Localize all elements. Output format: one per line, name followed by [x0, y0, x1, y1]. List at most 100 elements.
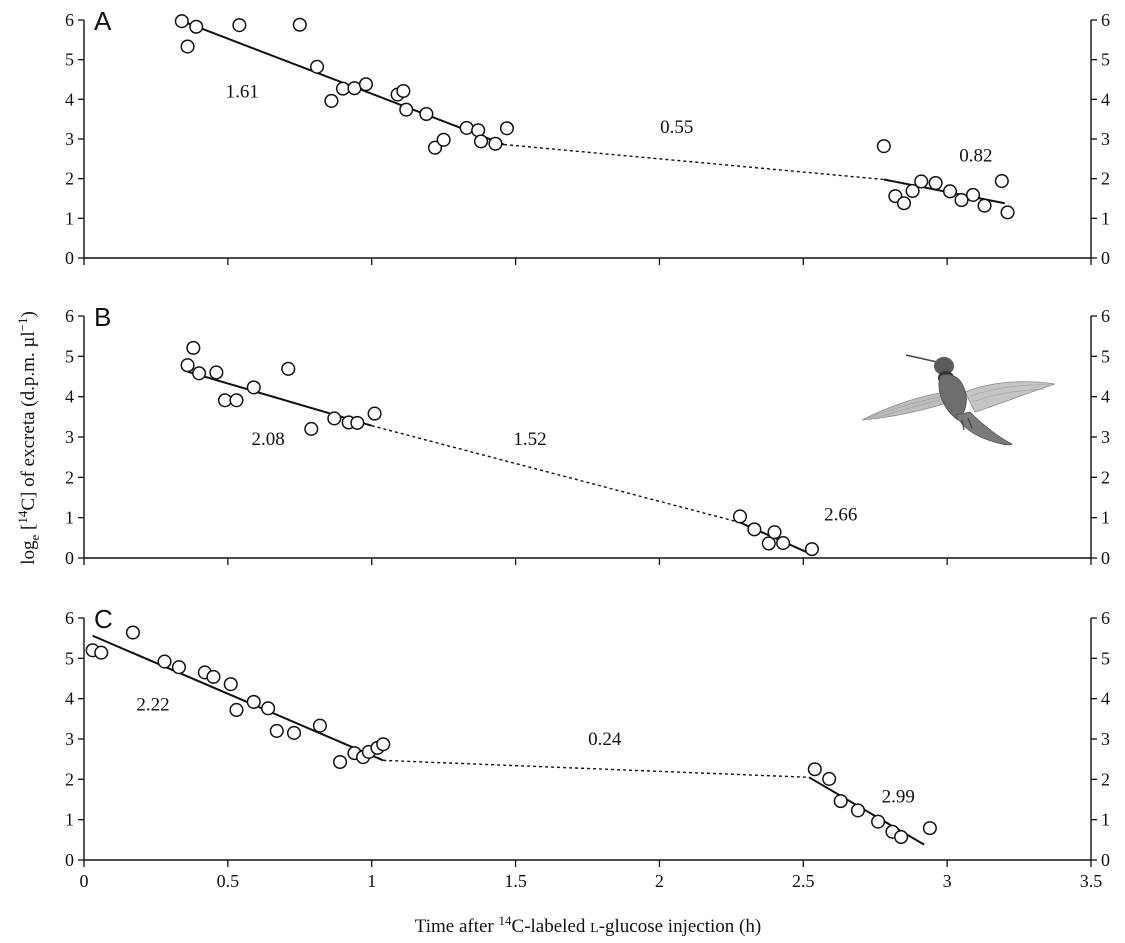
x-tick-label: 2: [655, 871, 664, 891]
data-point: [942, 184, 958, 199]
data-point: [286, 725, 302, 741]
panels-layer: 0 01 12 23 34 45 56 6A1.610.550.820 01 12 23 34 45 56…: [65, 6, 1110, 891]
y-tick-label-left: 5: [65, 50, 74, 70]
data-point: [376, 737, 391, 752]
y-tick-label-right: 0: [1101, 548, 1110, 568]
y-tick-label-left: 6: [65, 608, 74, 628]
data-point: [206, 669, 221, 684]
y-tick-label-left: 4: [65, 89, 74, 109]
data-point: [747, 522, 762, 537]
y-tick-label-left: 6: [65, 10, 74, 30]
data-point: [732, 509, 748, 524]
y-tick-label-left: 0: [65, 248, 74, 268]
data-point: [347, 81, 362, 96]
data-point: [473, 134, 489, 149]
data-point: [335, 81, 350, 96]
data-point: [876, 139, 891, 154]
panel-label: A: [94, 6, 112, 36]
y-tick-label-right: 1: [1101, 508, 1110, 528]
data-point: [459, 120, 474, 135]
slope-annotation: 2.99: [882, 786, 915, 807]
panel-a: 0 01 12 23 34 45 56 6A1.610.550.82: [65, 6, 1110, 268]
hummingbird-body: [938, 374, 967, 421]
y-tick-label-right: 1: [1101, 208, 1110, 228]
data-point: [304, 421, 319, 436]
y-tick-label-right: 2: [1101, 769, 1110, 789]
data-point: [292, 17, 307, 32]
hummingbird-left-wing-feathers: [867, 395, 947, 420]
data-point: [399, 102, 414, 117]
y-tick-label-right: 0: [1101, 248, 1110, 268]
y-tick-label-right: 5: [1101, 648, 1110, 668]
data-point: [157, 654, 172, 669]
data-point: [427, 140, 443, 155]
y-tick-label-left: 1: [65, 810, 74, 830]
slope-annotation: 2.08: [252, 429, 285, 450]
y-tick-label-right: 3: [1101, 729, 1110, 749]
data-point: [171, 660, 186, 675]
hummingbird-illustration: [861, 354, 1056, 446]
data-point: [269, 723, 284, 738]
y-tick-label-left: 1: [65, 508, 74, 528]
data-point: [180, 358, 195, 373]
y-tick-label-right: 3: [1101, 129, 1110, 149]
y-tick-label-right: 1: [1101, 810, 1110, 830]
data-point: [229, 393, 244, 408]
hummingbird-right-wing-feathers: [969, 384, 1051, 403]
data-point: [761, 536, 776, 551]
y-tick-label-right: 4: [1101, 387, 1110, 407]
slope-annotation: 2.22: [136, 695, 169, 716]
data-point: [488, 136, 503, 151]
data-point: [994, 173, 1009, 189]
slope-annotation: 1.61: [226, 81, 259, 102]
fit-line-dotted: [371, 425, 741, 524]
y-tick-label-left: 4: [65, 387, 74, 407]
data-point: [914, 174, 929, 189]
data-point: [125, 625, 140, 640]
data-point: [229, 702, 244, 718]
y-tick-label-left: 6: [65, 306, 74, 326]
data-point: [871, 814, 886, 829]
data-point: [804, 542, 819, 557]
data-point: [281, 361, 296, 376]
data-point: [192, 366, 207, 381]
slope-annotation: 1.52: [513, 429, 546, 450]
panel-label: C: [94, 604, 113, 634]
y-tick-label-right: 0: [1101, 850, 1110, 870]
data-point: [767, 525, 782, 540]
data-point: [333, 754, 348, 770]
y-tick-label-right: 5: [1101, 50, 1110, 70]
panel-label: B: [94, 302, 111, 332]
hummingbird-feet: [961, 417, 973, 431]
data-point: [94, 645, 109, 660]
hummingbird-left-wing: [861, 391, 951, 421]
y-tick-label-right: 5: [1101, 346, 1110, 366]
y-tick-label-left: 0: [65, 850, 74, 870]
slope-annotation: 0.24: [588, 729, 622, 750]
data-point: [922, 821, 937, 836]
data-point: [419, 106, 434, 122]
y-tick-label-left: 3: [65, 427, 74, 447]
data-point: [776, 536, 791, 551]
y-axis-label: loge [14C] of excreta (d.p.m. µl−1): [15, 311, 42, 565]
y-tick-label-right: 6: [1101, 10, 1110, 30]
y-tick-label-left: 4: [65, 689, 74, 709]
slope-annotation: 0.55: [660, 117, 693, 138]
data-point: [327, 411, 342, 426]
x-tick-label: 3.5: [1080, 871, 1103, 891]
data-point: [217, 393, 233, 408]
data-point: [396, 83, 411, 99]
y-tick-label-right: 2: [1101, 467, 1110, 487]
hummingbird-right-wing: [964, 381, 1056, 413]
y-tick-label-right: 2: [1101, 169, 1110, 189]
data-point: [358, 77, 374, 92]
data-point: [954, 193, 969, 208]
x-tick-label: 3: [943, 871, 952, 891]
x-tick-label: 1.5: [504, 871, 527, 891]
y-tick-label-left: 1: [65, 208, 74, 228]
x-tick-label: 0: [80, 871, 89, 891]
y-tick-label-right: 6: [1101, 608, 1110, 628]
slope-annotation: 2.66: [824, 504, 857, 525]
data-point: [965, 187, 981, 202]
